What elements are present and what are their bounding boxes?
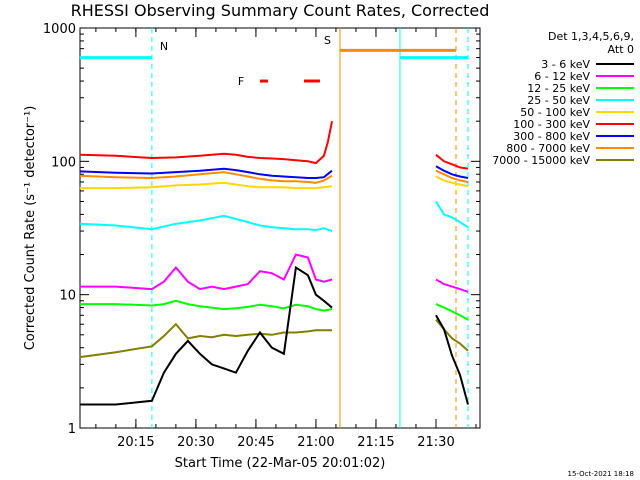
series-line — [435, 314, 469, 405]
x-tick-label: 21:30 — [417, 435, 454, 450]
flag-annotation: S — [324, 34, 331, 47]
y-tick-label: 10 — [59, 289, 76, 304]
series-line — [435, 169, 469, 183]
x-tick-label: 20:30 — [177, 435, 214, 450]
plot-area: 1 10 100 1000 20:15 20:30 20:45 21:00 21:15 21:30… — [43, 22, 481, 450]
chart-title: RHESSI Observing Summary Count Rates, Co… — [71, 1, 490, 20]
legend-label: 3 - 6 keV — [541, 58, 590, 71]
series-line — [435, 200, 469, 229]
series-line — [79, 253, 333, 291]
y-tick-label: 1 — [68, 422, 76, 437]
y-tick-label: 100 — [51, 155, 76, 170]
plot-frame — [79, 27, 481, 429]
series-line — [435, 303, 469, 321]
y-axis-label: Corrected Count Rate (s⁻¹ detector⁻¹) — [23, 106, 38, 351]
x-tick-label: 21:00 — [297, 435, 334, 450]
series-line — [79, 322, 332, 359]
series-line — [435, 278, 469, 293]
x-tick-label: 20:45 — [237, 435, 274, 450]
series-line — [79, 181, 333, 190]
flag-annotation: F — [238, 75, 244, 88]
legend-label: 25 - 50 keV — [527, 94, 590, 107]
legend-label: 7000 - 15000 keV — [492, 154, 590, 167]
legend-label: 300 - 800 keV — [513, 130, 590, 143]
legend-label: 100 - 300 keV — [513, 118, 590, 131]
legend-header: Att 0 — [608, 43, 634, 56]
plot-timestamp: 15-Oct-2021 18:18 — [568, 470, 634, 478]
series-line — [79, 265, 333, 406]
legend-label: 50 - 100 keV — [520, 106, 590, 119]
series-line — [435, 165, 469, 179]
x-tick-label: 20:15 — [117, 435, 154, 450]
series-line — [79, 167, 333, 179]
x-tick-label: 21:15 — [357, 435, 394, 450]
series-line — [435, 175, 469, 188]
y-tick-label: 1000 — [43, 22, 76, 37]
series-line — [435, 154, 469, 170]
legend-label: 12 - 25 keV — [527, 82, 590, 95]
legend-label: 6 - 12 keV — [534, 70, 590, 83]
legend-label: 800 - 7000 keV — [506, 142, 590, 155]
series-line — [79, 299, 333, 312]
series-line — [79, 121, 333, 165]
x-axis-label: Start Time (22-Mar-05 20:01:02) — [175, 456, 386, 471]
flag-annotation: N — [160, 40, 168, 53]
legend-header: Det 1,3,4,5,6,9, — [548, 30, 634, 43]
series-line — [79, 171, 333, 184]
series-line — [79, 214, 333, 233]
